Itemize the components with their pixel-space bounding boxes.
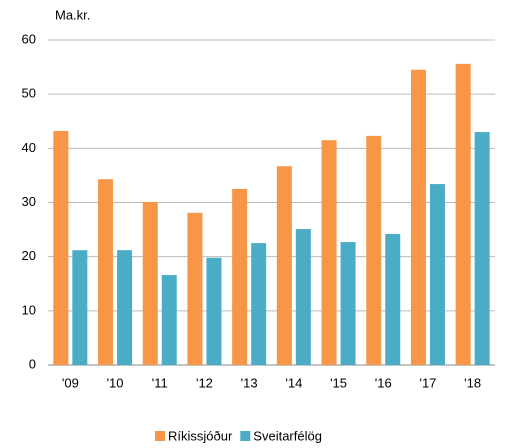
bar [276, 166, 292, 365]
bar [53, 131, 69, 365]
bar [206, 257, 222, 365]
legend-swatch [155, 431, 165, 441]
x-tick-label: '12 [196, 375, 213, 390]
y-tick-label: 40 [22, 140, 36, 155]
bar [295, 229, 311, 365]
x-tick-label: '13 [241, 375, 258, 390]
bar [161, 275, 177, 365]
legend-label: Ríkissjóður [168, 428, 233, 443]
x-tick-label: '11 [152, 375, 168, 390]
bar [72, 250, 88, 365]
bar [142, 201, 158, 365]
bar [455, 63, 471, 365]
x-tick-label: '17 [419, 375, 436, 390]
bar [385, 233, 401, 365]
bar [340, 242, 356, 365]
bar [474, 132, 490, 365]
x-tick-label: '14 [285, 375, 302, 390]
legend-label: Sveitarfélög [253, 428, 322, 443]
bar [429, 184, 445, 365]
bar [117, 250, 133, 365]
bar [98, 179, 114, 365]
legend-swatch [240, 431, 251, 441]
x-tick-label: '18 [464, 375, 481, 390]
bar [410, 69, 426, 366]
y-tick-label: 20 [22, 248, 36, 263]
y-tick-label: 30 [22, 194, 36, 209]
x-tick-label: '09 [62, 375, 79, 390]
bar [251, 243, 267, 365]
x-tick-label: '10 [107, 375, 124, 390]
y-tick-label: 50 [22, 86, 36, 101]
y-axis-label: Ma.kr. [55, 7, 90, 22]
x-tick-label: '16 [375, 375, 392, 390]
y-tick-label: 10 [22, 302, 36, 317]
bar [232, 188, 248, 365]
bar [321, 140, 337, 365]
y-tick-label: 0 [29, 356, 36, 371]
bar [187, 212, 203, 365]
x-tick-label: '15 [330, 375, 347, 390]
y-tick-label: 60 [22, 31, 36, 46]
bar [366, 135, 382, 365]
